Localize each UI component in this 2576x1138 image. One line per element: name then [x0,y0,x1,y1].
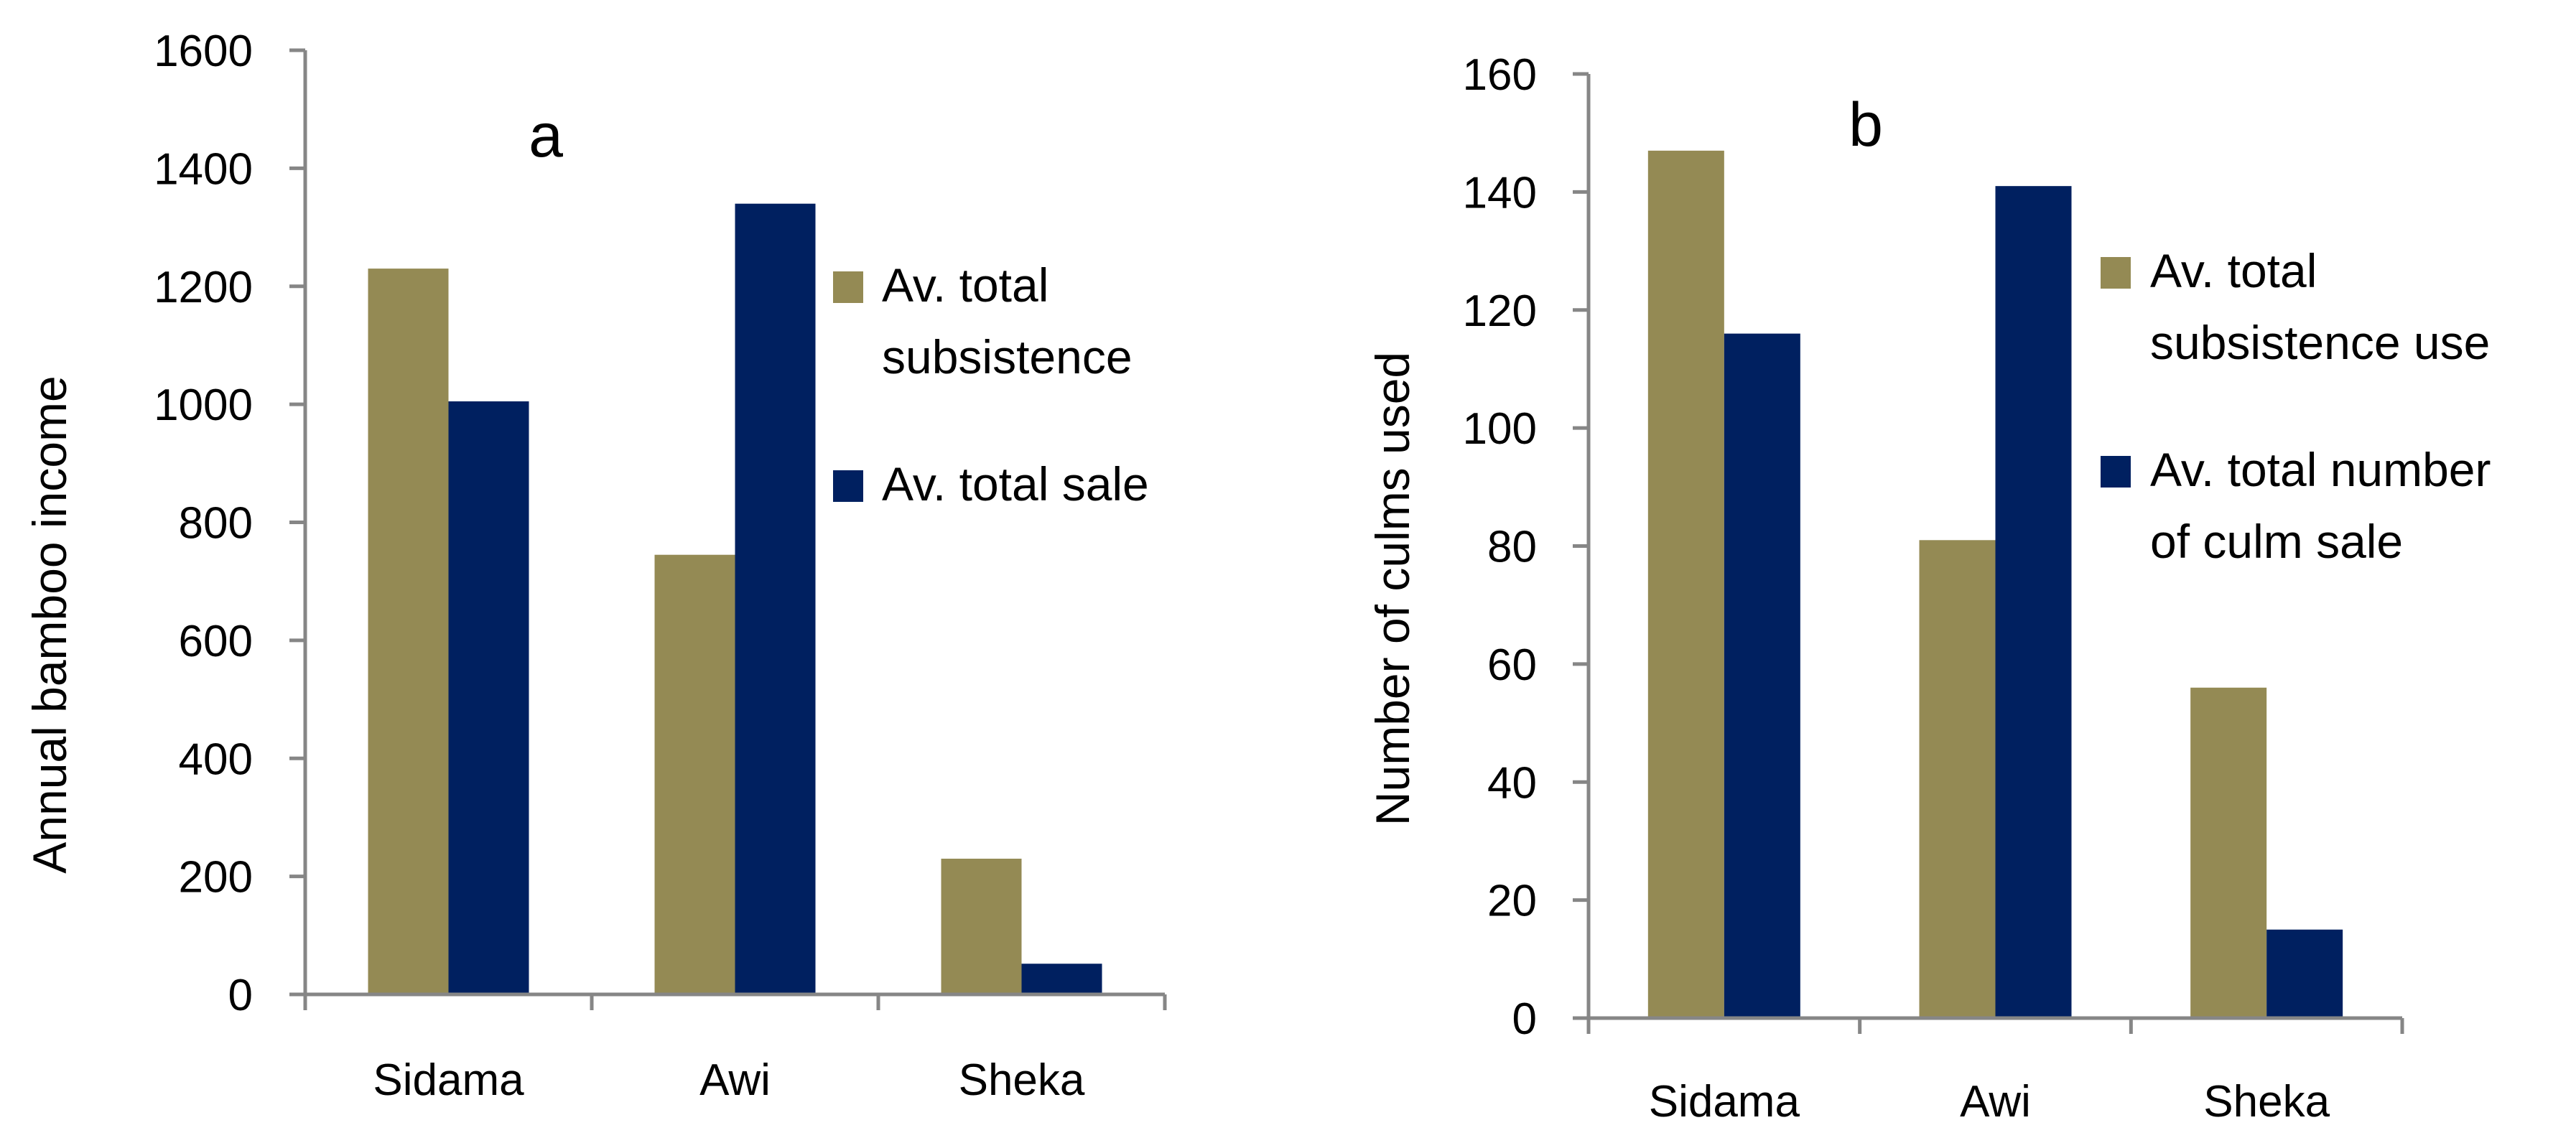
bars-group-b [1647,150,2343,1018]
legend-label: subsistence use [2150,316,2490,369]
x-tick-label: Sheka [2203,1077,2330,1127]
y-tick-label: 40 [1487,758,1537,808]
bar-av-total-sale-sheka [1021,964,1102,994]
y-tick-label: 1600 [154,27,253,76]
x-axis-labels-b: Sidama Awi Sheka [1586,1018,2404,1127]
panel-label-b: b [1849,90,1883,159]
x-tick-label: Sidama [1649,1077,1800,1127]
y-axis-title-a: Annual bamboo income [23,376,76,873]
y-tick-label: 60 [1487,640,1537,690]
y-tick-label: 0 [1512,994,1537,1044]
y-tick-label: 1200 [154,263,253,312]
y-tick-label: 100 [1463,404,1537,454]
x-tick-label: Awi [699,1055,771,1105]
bar-av-total-number-of-culm-sale-sidama [1724,333,1800,1018]
chart-panel-b: b Number of culms used 0 20 40 60 80 100 120 14… [1366,50,2491,1127]
y-tick-label: 200 [179,853,253,903]
bar-av-total-number-of-culm-sale-awi [1995,186,2072,1018]
legend-swatch [2101,257,2131,289]
bar-av-total-number-of-culm-sale-sheka [2266,929,2343,1018]
legend-label: Av. total sale [882,457,1149,510]
bar-av-total-subsistence-use-awi [1919,540,1996,1018]
legend-b: Av. total subsistence use Av. total number… [2101,244,2491,568]
y-tick-label: 800 [179,499,253,549]
y-tick-label: 400 [179,734,253,784]
legend-label: Av. total number [2150,443,2491,496]
bar-av-total-subsistence-sheka [941,858,1022,994]
legend-a: Av. total subsistence Av. total sale [833,258,1149,510]
legend-label: Av. total [2150,244,2317,297]
bar-av-total-sale-awi [735,203,816,994]
bar-av-total-subsistence-use-sidama [1647,150,1724,1018]
legend-label: Av. total [882,258,1048,312]
y-tick-label: 160 [1463,50,1537,100]
legend-label: subsistence [882,330,1133,383]
y-tick-label: 1400 [154,144,253,194]
x-tick-label: Sheka [959,1055,1085,1105]
y-tick-label: 0 [228,971,253,1020]
y-tick-label: 140 [1463,168,1537,218]
y-tick-label: 80 [1487,523,1537,572]
legend-label: of culm sale [2150,515,2403,568]
bar-av-total-subsistence-sidama [368,269,449,994]
bar-av-total-subsistence-awi [654,554,735,994]
bar-av-total-sale-sidama [448,401,529,994]
legend-swatch [833,271,863,303]
y-tick-label: 600 [179,617,253,666]
y-axis-title-b: Number of culms used [1366,352,1419,826]
y-axis-ticks-a: 0 200 400 600 800 1000 1200 1400 1600 [154,27,305,1020]
y-axis-ticks-b: 0 20 40 60 80 100 120 140 160 [1463,50,1589,1044]
legend-swatch [833,470,863,502]
x-tick-label: Sidama [373,1055,524,1105]
x-axis-labels-a: Sidama Awi Sheka [303,994,1167,1105]
panel-label-a: a [529,101,563,170]
bars-group-a [368,203,1102,994]
y-tick-label: 20 [1487,877,1537,926]
y-tick-label: 1000 [154,381,253,430]
chart-panel-a: a Annual bamboo income 0 200 400 600 800 1000… [23,27,1167,1105]
legend-swatch [2101,456,2131,488]
y-tick-label: 120 [1463,286,1537,336]
bar-av-total-subsistence-use-sheka [2190,687,2267,1018]
x-tick-label: Awi [1960,1077,2031,1127]
